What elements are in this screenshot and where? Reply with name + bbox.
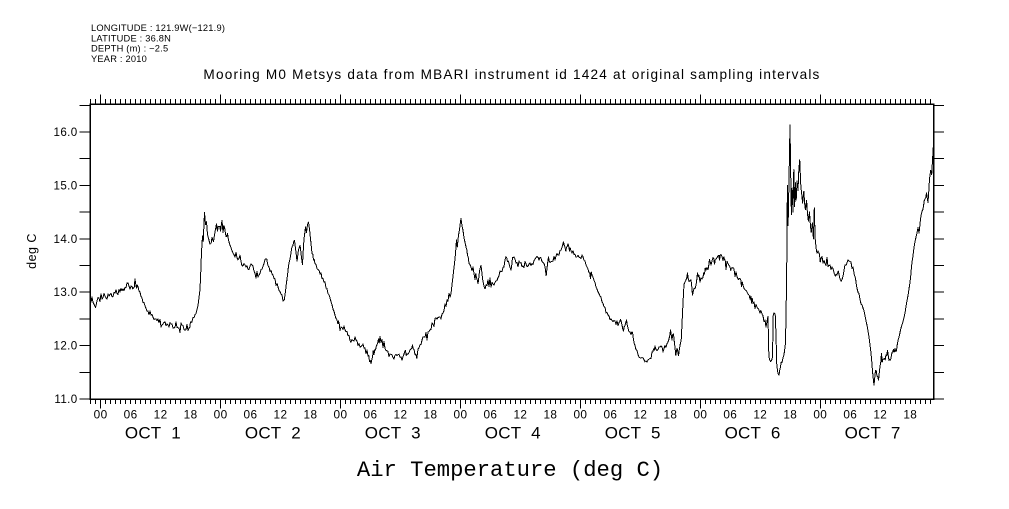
svg-text:OCT 6: OCT 6 <box>725 424 781 443</box>
svg-text:OCT 7: OCT 7 <box>845 424 901 443</box>
svg-text:00: 00 <box>94 408 108 422</box>
svg-text:15.0: 15.0 <box>54 179 78 192</box>
svg-text:12: 12 <box>753 408 767 422</box>
svg-text:12.0: 12.0 <box>54 340 78 353</box>
svg-text:18: 18 <box>304 408 318 422</box>
svg-text:OCT 3: OCT 3 <box>365 424 421 443</box>
svg-text:06: 06 <box>244 408 258 422</box>
svg-text:00: 00 <box>693 408 707 422</box>
svg-text:06: 06 <box>483 408 497 422</box>
svg-text:00: 00 <box>573 408 587 422</box>
svg-text:06: 06 <box>364 408 378 422</box>
svg-text:18: 18 <box>663 408 677 422</box>
svg-text:18: 18 <box>424 408 438 422</box>
svg-text:deg C: deg C <box>25 233 39 269</box>
svg-text:00: 00 <box>214 408 228 422</box>
svg-text:18: 18 <box>783 408 797 422</box>
svg-text:OCT 4: OCT 4 <box>485 424 541 443</box>
svg-text:12: 12 <box>873 408 887 422</box>
svg-text:Mooring M0 Metsys data from MB: Mooring M0 Metsys data from MBARI instru… <box>203 67 820 82</box>
svg-text:18: 18 <box>543 408 557 422</box>
svg-text:OCT 1: OCT 1 <box>125 424 181 443</box>
svg-text:LONGITUDE : 121.9W(−121.9): LONGITUDE : 121.9W(−121.9) <box>91 23 225 33</box>
svg-text:Air Temperature (deg C): Air Temperature (deg C) <box>357 458 663 483</box>
svg-text:11.0: 11.0 <box>54 393 77 406</box>
svg-text:00: 00 <box>454 408 468 422</box>
svg-text:13.0: 13.0 <box>54 286 78 299</box>
svg-text:12: 12 <box>633 408 647 422</box>
svg-text:12: 12 <box>513 408 527 422</box>
svg-text:00: 00 <box>813 408 827 422</box>
svg-text:06: 06 <box>603 408 617 422</box>
svg-text:12: 12 <box>154 408 168 422</box>
svg-text:OCT 5: OCT 5 <box>605 424 661 443</box>
svg-text:16.0: 16.0 <box>54 126 78 139</box>
svg-text:18: 18 <box>184 408 198 422</box>
svg-text:00: 00 <box>334 408 348 422</box>
svg-text:06: 06 <box>723 408 737 422</box>
svg-text:06: 06 <box>124 408 138 422</box>
svg-text:14.0: 14.0 <box>54 233 78 246</box>
svg-text:DEPTH (m) : −2.5: DEPTH (m) : −2.5 <box>91 44 168 54</box>
svg-text:OCT 2: OCT 2 <box>245 424 301 443</box>
svg-text:06: 06 <box>843 408 857 422</box>
svg-text:12: 12 <box>394 408 408 422</box>
svg-text:12: 12 <box>274 408 288 422</box>
svg-text:18: 18 <box>903 408 917 422</box>
svg-text:YEAR : 2010: YEAR : 2010 <box>91 54 147 64</box>
svg-text:LATITUDE : 36.8N: LATITUDE : 36.8N <box>91 33 171 43</box>
